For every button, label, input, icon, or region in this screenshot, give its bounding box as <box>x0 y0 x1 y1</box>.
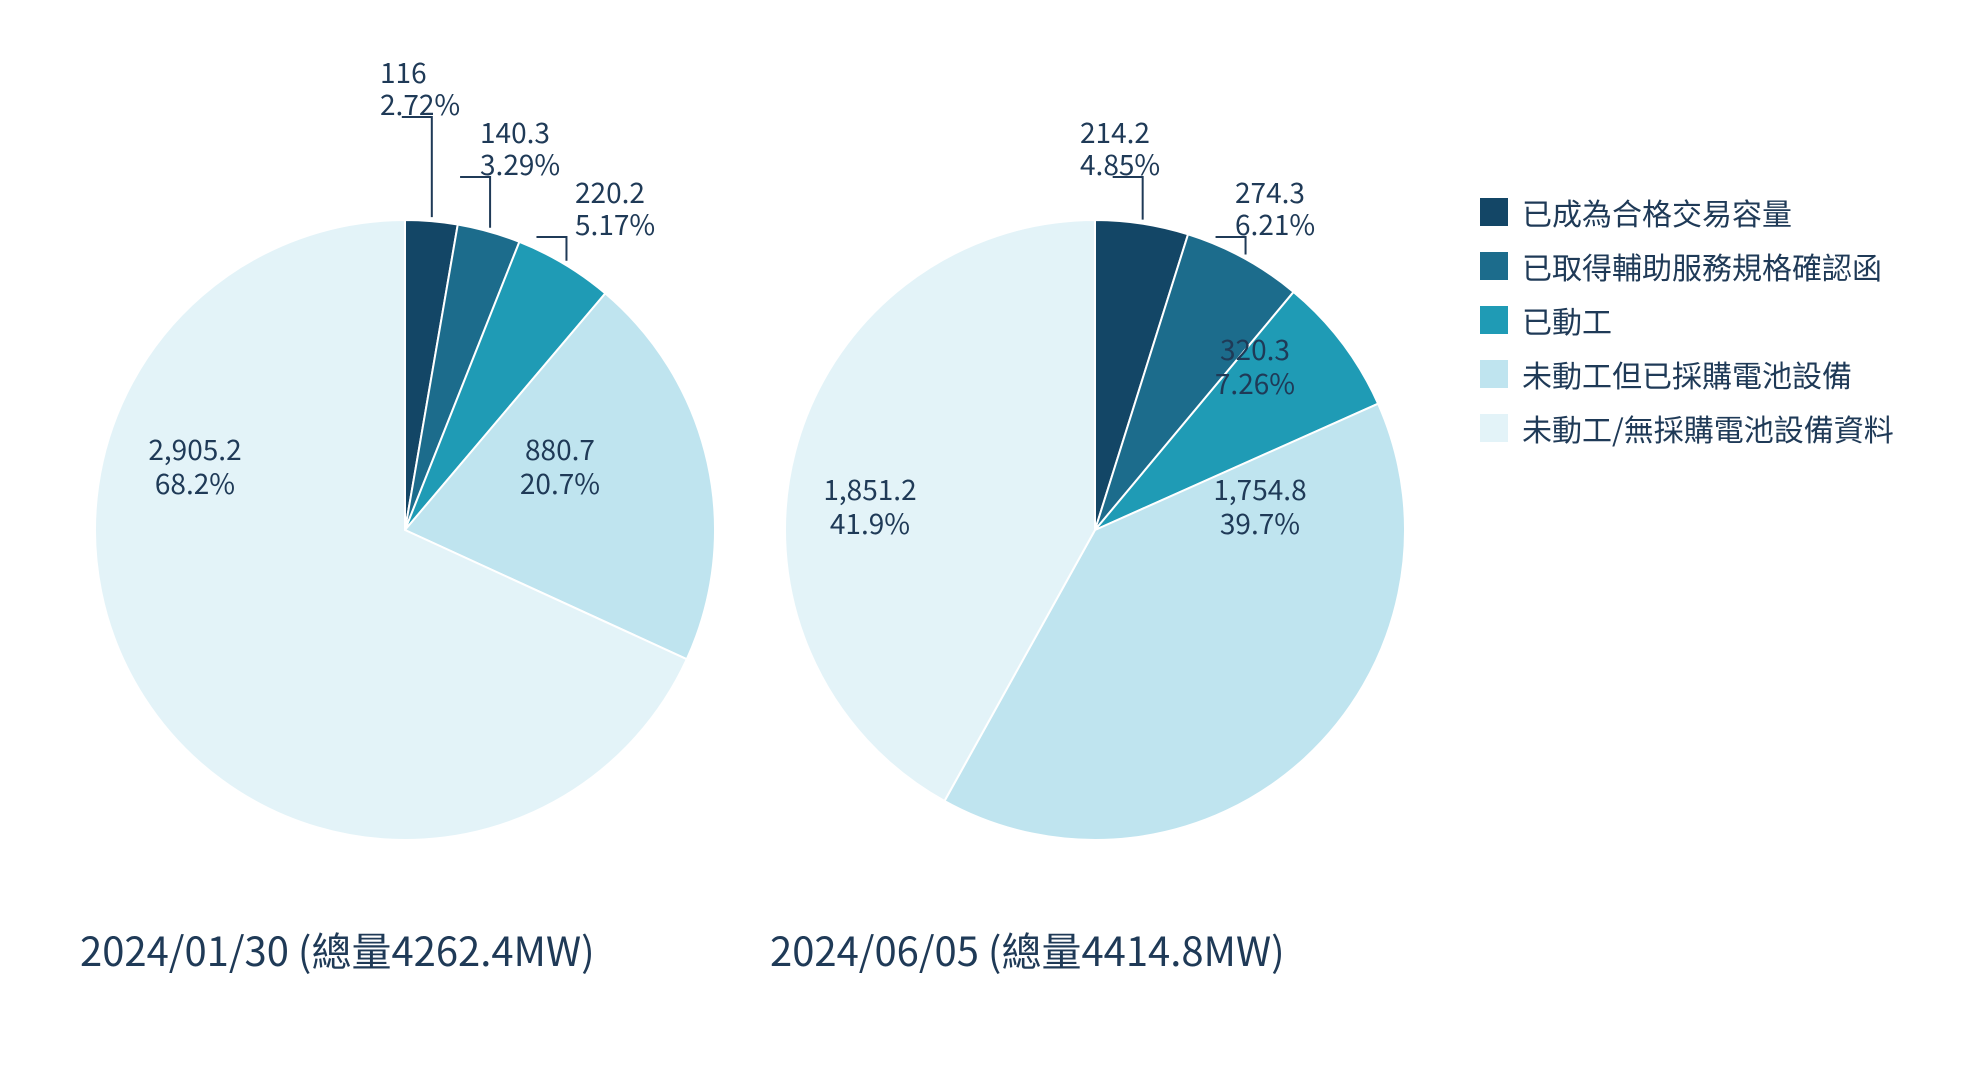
legend-swatch <box>1480 252 1508 280</box>
slice-pct-label: 2.72% <box>380 84 460 124</box>
legend-swatch <box>1480 414 1508 442</box>
pie-charts-svg: 1162.72%140.33.29%220.25.17%880.720.7%2,… <box>0 0 1976 1072</box>
chart-2024-01-30: 1162.72%140.33.29%220.25.17%880.720.7%2,… <box>95 52 715 840</box>
legend-label: 已成為合格交易容量 <box>1522 190 1792 234</box>
slice-pct-label: 68.2% <box>155 463 235 503</box>
legend-label: 未動工但已採購電池設備 <box>1522 352 1852 396</box>
chart-stage: 1162.72%140.33.29%220.25.17%880.720.7%2,… <box>0 0 1976 1072</box>
slice-pct-label: 20.7% <box>520 463 600 503</box>
legend-swatch <box>1480 198 1508 226</box>
slice-pct-label: 4.85% <box>1080 144 1160 184</box>
legend-label: 已動工 <box>1522 298 1612 342</box>
chart-2024-06-05: 214.24.85%274.36.21%320.37.26%1,754.839.… <box>785 112 1405 840</box>
legend-item: 已取得輔助服務規格確認函 <box>1480 244 1894 288</box>
slice-pct-label: 3.29% <box>480 144 560 184</box>
legend-swatch <box>1480 360 1508 388</box>
slice-pct-label: 39.7% <box>1220 503 1300 543</box>
chart-title-2: 2024/06/05 (總量4414.8MW) <box>770 920 1285 978</box>
legend-item: 未動工但已採購電池設備 <box>1480 352 1894 396</box>
legend-item: 未動工/無採購電池設備資料 <box>1480 406 1894 450</box>
legend-swatch <box>1480 306 1508 334</box>
legend-label: 未動工/無採購電池設備資料 <box>1522 406 1894 450</box>
slice-pct-label: 41.9% <box>830 503 910 543</box>
callout-leader <box>402 117 432 217</box>
legend: 已成為合格交易容量已取得輔助服務規格確認函已動工未動工但已採購電池設備未動工/無… <box>1480 190 1894 460</box>
callout-leader <box>460 177 490 228</box>
chart-title-1: 2024/01/30 (總量4262.4MW) <box>80 920 595 978</box>
legend-item: 已成為合格交易容量 <box>1480 190 1894 234</box>
legend-label: 已取得輔助服務規格確認函 <box>1522 244 1882 288</box>
slice-pct-label: 5.17% <box>575 204 655 244</box>
slice-pct-label: 7.26% <box>1215 363 1295 403</box>
slice-pct-label: 6.21% <box>1235 204 1315 244</box>
legend-item: 已動工 <box>1480 298 1894 342</box>
